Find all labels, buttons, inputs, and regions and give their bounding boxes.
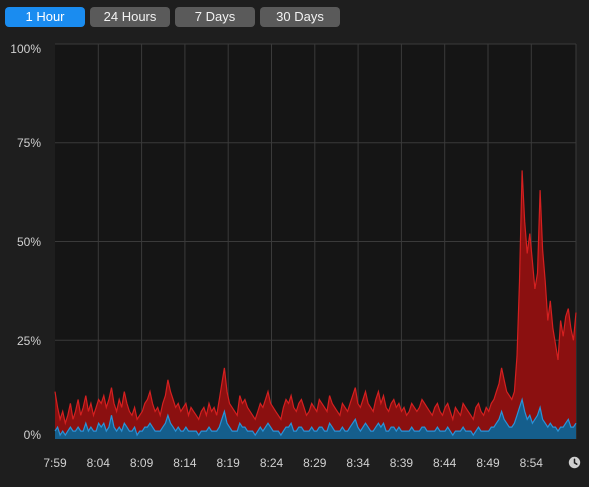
y-tick-label: 100% — [10, 42, 41, 56]
tab-1-hour[interactable]: 1 Hour — [5, 7, 85, 27]
tab-30-days[interactable]: 30 Days — [260, 7, 340, 27]
x-tick-label: 8:34 — [346, 456, 370, 470]
x-tick-label: 8:44 — [433, 456, 457, 470]
clock-icon[interactable] — [568, 456, 581, 469]
blue-series-line — [54, 397, 577, 437]
x-tick-label: 7:59 — [43, 456, 67, 470]
y-tick-label: 75% — [16, 136, 41, 150]
x-tick-label: 8:14 — [173, 456, 197, 470]
tab-24-hours[interactable]: 24 Hours — [90, 7, 170, 27]
x-tick-label: 8:54 — [519, 456, 543, 470]
x-tick-label: 8:04 — [86, 456, 110, 470]
tab-7-days[interactable]: 7 Days — [175, 7, 255, 27]
x-tick-label: 8:19 — [216, 456, 240, 470]
y-tick-label: 0% — [23, 428, 41, 442]
x-tick-label: 8:39 — [389, 456, 414, 470]
x-tick-label: 8:24 — [259, 456, 284, 470]
x-tick-label: 8:29 — [303, 456, 327, 470]
x-tick-label: 8:49 — [476, 456, 500, 470]
x-tick-label: 8:09 — [129, 456, 154, 470]
y-tick-label: 50% — [16, 235, 41, 249]
red-series-line — [54, 170, 577, 426]
y-tick-label: 25% — [16, 334, 41, 348]
